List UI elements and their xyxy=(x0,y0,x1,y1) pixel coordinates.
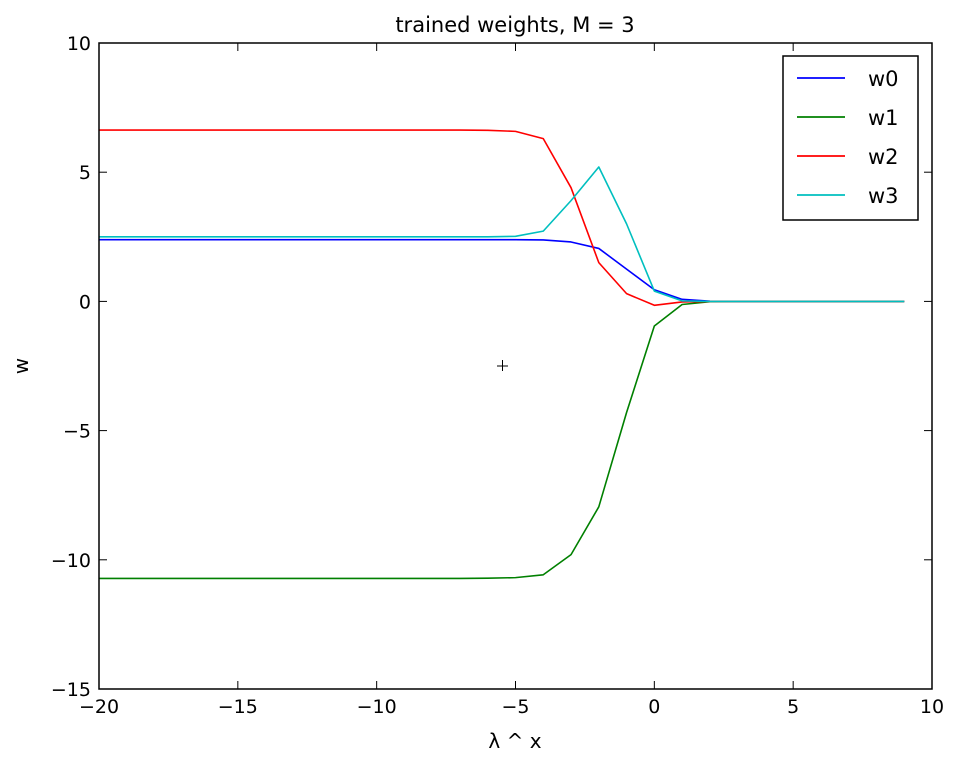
series-line-w3 xyxy=(99,166,905,303)
x-tick-label: 5 xyxy=(787,696,799,718)
y-axis-label: w xyxy=(9,358,33,374)
legend-label-w3: w3 xyxy=(868,184,899,208)
y-tick-label: 0 xyxy=(79,291,91,313)
y-tick-label: −5 xyxy=(63,421,91,443)
y-tick-label: 5 xyxy=(79,162,91,184)
crosshair-cursor-icon xyxy=(497,360,508,371)
x-tick-label: −20 xyxy=(79,696,119,718)
x-tick-label: −5 xyxy=(501,696,529,718)
legend-box xyxy=(782,55,919,221)
x-tick-label: −10 xyxy=(357,696,397,718)
series-layer xyxy=(99,129,905,580)
legend: w0 w1 w2 w3 xyxy=(782,55,919,221)
legend-label-w2: w2 xyxy=(868,145,899,169)
legend-label-w0: w0 xyxy=(868,67,899,91)
legend-label-w1: w1 xyxy=(868,106,899,130)
x-tick-label: 10 xyxy=(920,696,944,718)
chart-title: trained weights, M = 3 xyxy=(395,13,634,37)
x-tick-label: −15 xyxy=(218,696,258,718)
y-tick-label: −10 xyxy=(51,550,91,572)
x-axis-label: λ ^ x xyxy=(488,729,541,753)
y-tick-label: 10 xyxy=(67,33,91,55)
x-tick-label: 0 xyxy=(648,696,660,718)
y-tick-label: −15 xyxy=(51,679,91,701)
